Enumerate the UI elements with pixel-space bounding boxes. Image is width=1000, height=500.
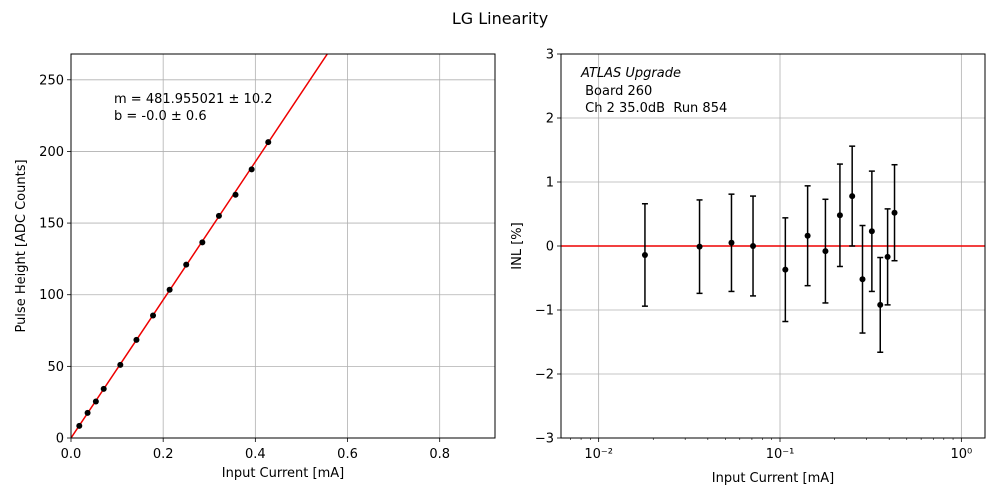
- x-ticks: 10⁻² 10⁻¹ 10⁰: [570, 438, 972, 462]
- x-tick-label: 0.8: [429, 447, 450, 462]
- x-axis-label: Input Current [mA]: [222, 466, 344, 481]
- x-tick-label: 10⁻¹: [766, 447, 795, 462]
- x-tick-label: 0.6: [337, 447, 358, 462]
- data-point: [183, 261, 190, 268]
- y-tick-label: 200: [39, 145, 64, 160]
- data-point: [232, 191, 239, 198]
- data-point: [641, 251, 648, 258]
- y-axis-label: Pulse Height [ADC Counts]: [14, 159, 29, 332]
- inl-plot: 10⁻² 10⁻¹ 10⁰ −3 −2 −1 0 1 2 3 Input Current [mA…: [510, 48, 986, 486]
- data-point: [750, 243, 757, 249]
- axes-frame: [70, 53, 496, 439]
- data-point: [891, 209, 898, 216]
- x-tick-label: 0.4: [245, 447, 266, 462]
- y-tick-label: −3: [535, 432, 554, 447]
- data-point: [166, 286, 173, 293]
- data-point: [265, 139, 272, 146]
- y-tick-label: 150: [39, 217, 64, 232]
- y-tick-label: 1: [546, 176, 554, 191]
- data-point: [822, 248, 829, 255]
- data-point: [248, 166, 255, 173]
- linearity-plot: 0.0 0.2 0.4 0.6 0.8 0 50 100 150 200 250 Input Cu…: [14, 53, 496, 481]
- y-tick-label: 250: [39, 73, 64, 88]
- y-tick-label: 0: [546, 240, 554, 255]
- data-point: [877, 301, 884, 308]
- data-point: [117, 361, 124, 368]
- x-tick-label: 0.2: [153, 447, 174, 462]
- y-tick-label: −2: [535, 368, 554, 383]
- y-tick-label: 0: [56, 432, 64, 447]
- x-tick-label: 0.0: [61, 447, 82, 462]
- data-point: [133, 336, 140, 343]
- y-ticks: −3 −2 −1 0 1 2 3: [535, 48, 561, 447]
- data-point: [868, 228, 875, 235]
- experiment-annotation: ATLAS Upgrade: [580, 66, 681, 81]
- y-ticks: 0 50 100 150 200 250: [39, 73, 71, 447]
- data-point: [836, 212, 843, 219]
- fit-line: [71, 54, 329, 438]
- y-tick-label: 100: [39, 288, 64, 303]
- data-point: [100, 385, 107, 392]
- data-point: [884, 253, 891, 260]
- data-point: [696, 243, 703, 250]
- fit-line-layer: [71, 54, 329, 438]
- y-tick-label: 3: [546, 48, 554, 63]
- fit-intercept-annotation: b = -0.0 ± 0.6: [114, 109, 207, 124]
- channel-run-annotation: Ch 2 35.0dB Run 854: [581, 101, 727, 116]
- data-point: [215, 212, 222, 219]
- y-axis-label: INL [%]: [510, 222, 525, 269]
- data-points: [641, 145, 898, 353]
- data-point: [849, 193, 856, 200]
- x-tick-label: 10⁻²: [584, 447, 613, 462]
- data-point: [782, 266, 789, 273]
- data-point: [84, 409, 91, 416]
- data-point: [76, 422, 83, 429]
- y-tick-label: 50: [47, 360, 64, 375]
- y-tick-label: −1: [535, 304, 554, 319]
- data-point: [150, 312, 157, 319]
- data-point: [859, 276, 866, 283]
- data-point: [92, 398, 99, 405]
- x-tick-label: 10⁰: [950, 447, 972, 462]
- data-points: [76, 139, 272, 429]
- board-annotation: Board 260: [581, 84, 652, 99]
- data-point: [804, 232, 811, 239]
- figure-title: LG Linearity: [452, 9, 548, 28]
- plot-area: [71, 54, 495, 438]
- x-ticks: 0.0 0.2 0.4 0.6 0.8: [61, 438, 450, 462]
- fit-slope-annotation: m = 481.955021 ± 10.2: [114, 92, 273, 107]
- data-point: [199, 239, 206, 246]
- y-tick-label: 2: [546, 112, 554, 127]
- x-axis-label: Input Current [mA]: [712, 471, 834, 486]
- data-point: [728, 239, 735, 246]
